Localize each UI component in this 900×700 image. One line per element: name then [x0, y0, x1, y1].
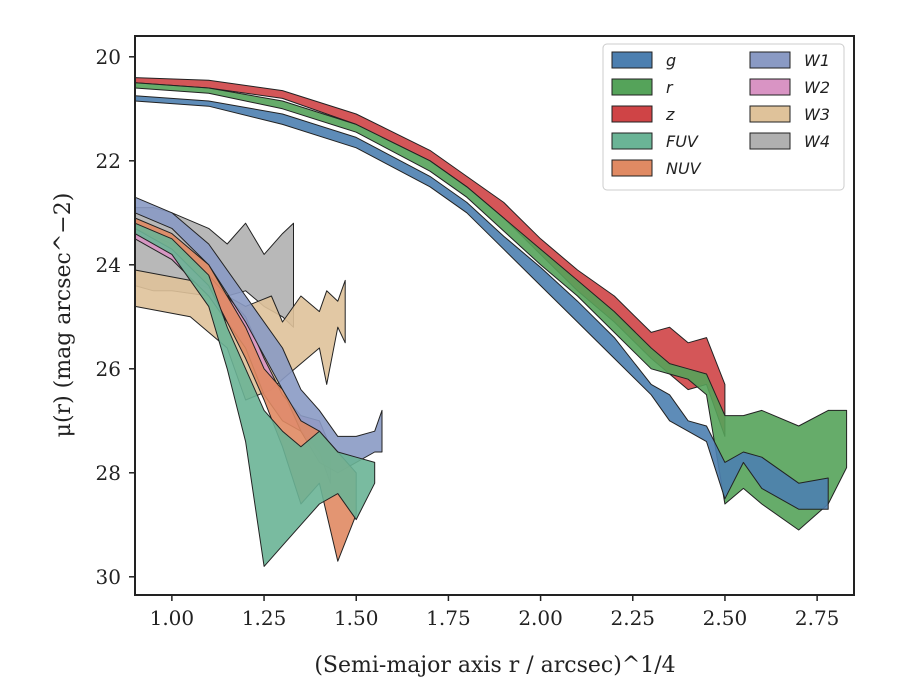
x-tick-label: 2.25 [611, 606, 656, 630]
legend-swatch-r [611, 78, 653, 96]
legend-label-W4: W4 [804, 132, 830, 151]
x-axis-label: (Semi-major axis r / arcsec)^1/4 [314, 653, 675, 678]
x-tick-label: 2.50 [703, 606, 748, 630]
y-axis-ticks: 20 22 24 26 28 30 [96, 45, 135, 589]
band-FUV [134, 222, 376, 567]
legend-swatch-W1 [749, 51, 791, 69]
x-tick-label: 1.25 [242, 606, 287, 630]
legend-swatch-W4 [749, 132, 791, 150]
legend-label-FUV: FUV [666, 132, 699, 151]
legend: grz FUV NUV W1 W2 W3 W4 [602, 43, 845, 191]
y-tick-label: 30 [96, 565, 121, 589]
legend-label-r: r [666, 78, 674, 97]
plot-frame [134, 35, 855, 596]
x-axis-ticks: 1.00 1.25 1.50 1.75 2.00 2.25 2.50 2.75 [150, 595, 840, 630]
y-tick-label: 22 [96, 149, 121, 173]
band-g [134, 95, 829, 510]
x-tick-label: 1.00 [150, 606, 195, 630]
legend-swatch-NUV [611, 159, 653, 177]
x-tick-label: 1.50 [334, 606, 379, 630]
profile-bands [134, 77, 848, 567]
x-tick-label: 1.75 [426, 606, 471, 630]
legend-swatch-FUV [611, 132, 653, 150]
legend-label-NUV: NUV [666, 159, 702, 178]
legend-swatch-z [611, 105, 653, 123]
legend-label-W1: W1 [804, 51, 830, 70]
y-tick-label: 24 [96, 253, 121, 277]
y-axis-label: μ(r) (mag arcsec^−2) [51, 193, 76, 438]
legend-label-g: g [666, 51, 676, 70]
band-W1 [134, 196, 383, 474]
x-tick-label: 2.00 [518, 606, 563, 630]
x-tick-label: 2.75 [795, 606, 840, 630]
y-tick-label: 20 [96, 45, 121, 69]
legend-label-z: z [665, 105, 675, 124]
legend-label-W2: W2 [804, 78, 830, 97]
y-tick-label: 26 [96, 357, 121, 381]
legend-label-W3: W3 [804, 105, 830, 124]
legend-swatch-W3 [749, 105, 791, 123]
y-tick-label: 28 [96, 461, 121, 485]
legend-swatch-W2 [749, 78, 791, 96]
legend-swatch-g [611, 51, 653, 69]
